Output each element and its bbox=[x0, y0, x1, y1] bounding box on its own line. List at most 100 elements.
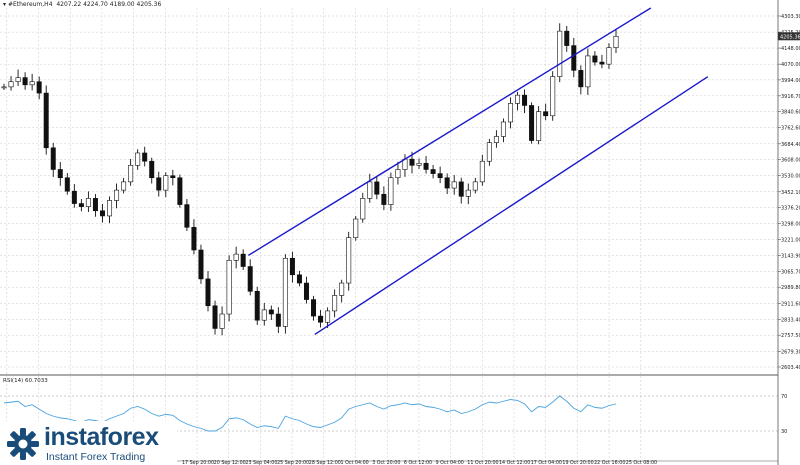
candle-body bbox=[8, 81, 14, 88]
price-tick-label: 3221.00 bbox=[781, 237, 800, 243]
candle-body bbox=[29, 81, 35, 86]
rsi-level-label: 70 bbox=[781, 394, 787, 400]
candle-body bbox=[451, 181, 457, 189]
candle-body bbox=[500, 121, 506, 137]
candle-body bbox=[444, 177, 450, 189]
price-tick-label: 3684.40 bbox=[781, 142, 800, 148]
price-tick-label: 3065.70 bbox=[781, 270, 800, 276]
price-tick-label: 3530.00 bbox=[781, 174, 800, 180]
candle-body bbox=[15, 77, 21, 83]
candle-body bbox=[184, 204, 190, 228]
candle-body bbox=[423, 162, 429, 170]
candle-body bbox=[149, 160, 155, 179]
candle-body bbox=[78, 203, 84, 207]
candle-body bbox=[50, 147, 56, 170]
time-tick-label: 17 Oct 04:00 bbox=[531, 460, 562, 465]
price-tick-label: 4148.00 bbox=[781, 46, 800, 52]
price-tick-label: 3298.00 bbox=[781, 222, 800, 228]
candle-body bbox=[135, 152, 141, 166]
candle-body bbox=[226, 260, 232, 315]
candle-body bbox=[114, 189, 120, 201]
candle-body bbox=[254, 291, 260, 321]
candle-body bbox=[381, 193, 387, 205]
price-tick-label: 4303.30 bbox=[781, 14, 800, 20]
time-tick-label: 22 Oct 16:00 bbox=[594, 460, 625, 465]
candle-body bbox=[465, 189, 471, 197]
logo-brand: instaforex bbox=[44, 423, 159, 451]
symbol-name: #Ethereum,H4 bbox=[7, 1, 53, 8]
time-tick-label: 1 Oct 04:00 bbox=[341, 460, 369, 465]
candle-body bbox=[247, 266, 253, 292]
candle-body bbox=[353, 218, 359, 238]
candle-body bbox=[318, 315, 324, 323]
candle-body bbox=[395, 169, 401, 179]
time-tick-label: 28 Sep 12:00 bbox=[309, 460, 341, 465]
candle-body bbox=[107, 200, 113, 217]
price-tick-label: 3452.10 bbox=[781, 190, 800, 196]
ohlc-values: 4207.22 4224.70 4189.00 4205.36 bbox=[56, 1, 162, 8]
candle-body bbox=[289, 257, 295, 276]
candle-body bbox=[219, 313, 225, 329]
price-tick-label: 2989.80 bbox=[781, 285, 800, 291]
candle-body bbox=[599, 61, 605, 65]
logo-tagline: Instant Forex Trading bbox=[46, 451, 146, 463]
symbol-header: ▾ #Ethereum,H4 4207.22 4224.70 4189.00 4… bbox=[3, 1, 161, 8]
candle-body bbox=[36, 81, 42, 94]
candle-body bbox=[85, 198, 91, 207]
candle-body bbox=[564, 30, 570, 46]
time-tick-label: 14 Oct 12:00 bbox=[499, 460, 530, 465]
time-tick-label: 11 Oct 20:00 bbox=[467, 460, 498, 465]
candle-body bbox=[578, 70, 584, 88]
time-tick-label: 23 Sep 04:00 bbox=[245, 460, 277, 465]
candle-body bbox=[515, 94, 521, 104]
price-tick-label: 3840.60 bbox=[781, 110, 800, 116]
price-tick-label: 3916.70 bbox=[781, 94, 800, 100]
price-tick-label: 3143.90 bbox=[781, 253, 800, 259]
time-tick-label: 6 Oct 12:00 bbox=[404, 460, 432, 465]
rsi-line bbox=[3, 395, 617, 432]
candle-body bbox=[92, 198, 98, 212]
time-tick-label: 3 Oct 20:00 bbox=[372, 460, 400, 465]
rsi-level-label: 30 bbox=[781, 429, 787, 435]
candle-body bbox=[543, 111, 549, 117]
candle-body bbox=[142, 152, 148, 162]
lower-channel-line bbox=[314, 76, 709, 336]
price-tick-label: 2757.50 bbox=[781, 333, 800, 339]
time-tick-label: 17 Sep 20:00 bbox=[182, 460, 214, 465]
price-tick-label: 3994.00 bbox=[781, 78, 800, 84]
candle-body bbox=[529, 105, 535, 141]
upper-channel-line bbox=[248, 7, 652, 256]
price-tick-label: 3608.00 bbox=[781, 158, 800, 164]
candle-body bbox=[557, 30, 563, 77]
symbol-icon: ▾ bbox=[3, 1, 7, 8]
price-tick-label: 3376.20 bbox=[781, 205, 800, 211]
candle-body bbox=[64, 177, 70, 192]
candle-body bbox=[121, 181, 127, 191]
time-tick-label: 25 Oct 08:00 bbox=[626, 460, 657, 465]
candle-body bbox=[156, 177, 162, 191]
price-tick-label: 2911.60 bbox=[781, 301, 800, 307]
candle-body bbox=[303, 282, 309, 300]
instaforex-logo: instaforex Instant Forex Trading bbox=[0, 421, 177, 465]
candle-body bbox=[536, 111, 542, 141]
time-tick-label: 20 Sep 12:00 bbox=[214, 460, 246, 465]
candle-body bbox=[430, 169, 436, 174]
candle-body bbox=[409, 158, 415, 166]
time-tick-label: 9 Oct 04:00 bbox=[436, 460, 464, 465]
price-tick-label: 2679.30 bbox=[781, 349, 800, 355]
candle-body bbox=[212, 305, 218, 329]
price-tick-label: 4070.00 bbox=[781, 62, 800, 68]
candle-body bbox=[367, 181, 373, 199]
candle-body bbox=[163, 175, 169, 191]
candle-body bbox=[458, 181, 464, 197]
candle-body bbox=[585, 55, 591, 88]
candle-body bbox=[261, 309, 267, 321]
candle-body bbox=[311, 299, 317, 317]
candle-body bbox=[325, 310, 331, 323]
candle-body bbox=[71, 190, 77, 204]
candle-body bbox=[606, 47, 612, 65]
candle-body bbox=[339, 282, 345, 296]
candle-body bbox=[479, 160, 485, 183]
